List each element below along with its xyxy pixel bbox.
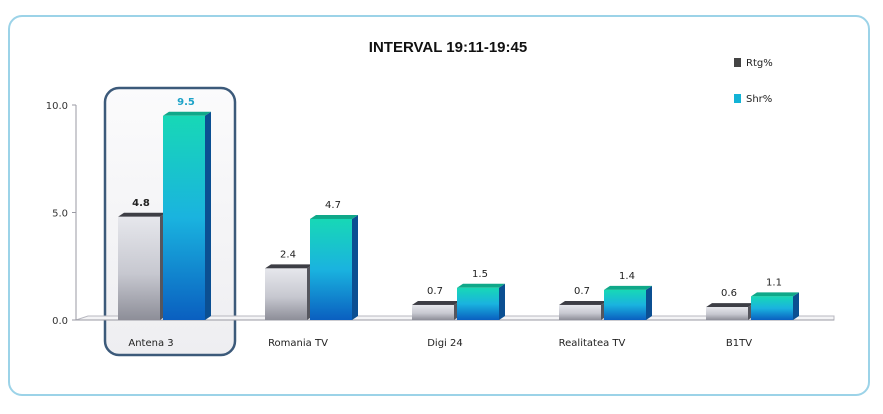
bar-rtg (706, 303, 754, 320)
data-label-shr: 9.5 (177, 97, 195, 108)
bar-shr (163, 111, 211, 320)
bar-rtg-front (118, 216, 160, 320)
y-tick-label: 0.0 (52, 316, 68, 327)
bar-shr-front (310, 218, 352, 320)
bar-rtg (412, 300, 460, 320)
bar-shr-side (205, 111, 211, 320)
bar-shr-front (457, 287, 499, 320)
bar-shr-top (457, 283, 505, 288)
data-label-rtg: 0.7 (574, 286, 590, 297)
bar-rtg-top (559, 300, 607, 305)
bar-shr-top (163, 111, 211, 116)
x-tick-label: Realitatea TV (559, 338, 626, 349)
bar-shr-front (604, 289, 646, 320)
bar-rtg-top (265, 264, 313, 269)
chart-title: INTERVAL 19:11-19:45 (369, 39, 527, 56)
data-label-shr: 1.1 (766, 277, 782, 288)
bar-shr (457, 283, 505, 320)
legend-swatch-shr (734, 94, 741, 103)
legend-label-shr: Shr% (746, 94, 772, 105)
bar-shr-front (163, 115, 205, 320)
bar-rtg-front (559, 304, 601, 320)
bar-rtg-front (265, 268, 307, 320)
data-label-rtg: 0.6 (721, 288, 737, 299)
y-tick-label: 5.0 (52, 209, 68, 220)
bar-shr-top (751, 292, 799, 297)
bar-shr-side (352, 214, 358, 320)
x-tick-label: Antena 3 (128, 338, 173, 349)
bar-rtg-front (412, 304, 454, 320)
data-label-shr: 1.4 (619, 271, 635, 282)
bar-shr (604, 285, 652, 320)
bar-shr-top (310, 214, 358, 219)
bar-shr-side (793, 292, 799, 320)
x-tick-label: B1TV (726, 338, 752, 349)
bar-shr-side (646, 285, 652, 320)
bar-rtg-top (118, 212, 166, 217)
legend-swatch-rtg (734, 58, 741, 67)
bar-rtg-top (706, 303, 754, 308)
legend-label-rtg: Rtg% (746, 58, 773, 69)
bar-shr-side (499, 283, 505, 320)
bar-shr-top (604, 285, 652, 290)
x-tick-label: Digi 24 (427, 338, 463, 349)
bar-rtg (559, 300, 607, 320)
bar-rtg (118, 212, 166, 320)
data-label-rtg: 0.7 (427, 286, 443, 297)
bar-shr-front (751, 296, 793, 320)
bar-rtg-front (706, 307, 748, 320)
data-label-rtg: 2.4 (280, 249, 296, 260)
bar-rtg (265, 264, 313, 320)
data-label-shr: 1.5 (472, 269, 488, 280)
data-label-shr: 4.7 (325, 200, 341, 211)
bar-rtg-top (412, 300, 460, 305)
y-tick-label: 10.0 (46, 101, 68, 112)
legend: Rtg% Shr% (734, 58, 773, 105)
bar-shr (310, 214, 358, 320)
data-label-rtg: 4.8 (132, 198, 150, 209)
x-tick-label: Romania TV (268, 338, 328, 349)
bar-shr (751, 292, 799, 320)
